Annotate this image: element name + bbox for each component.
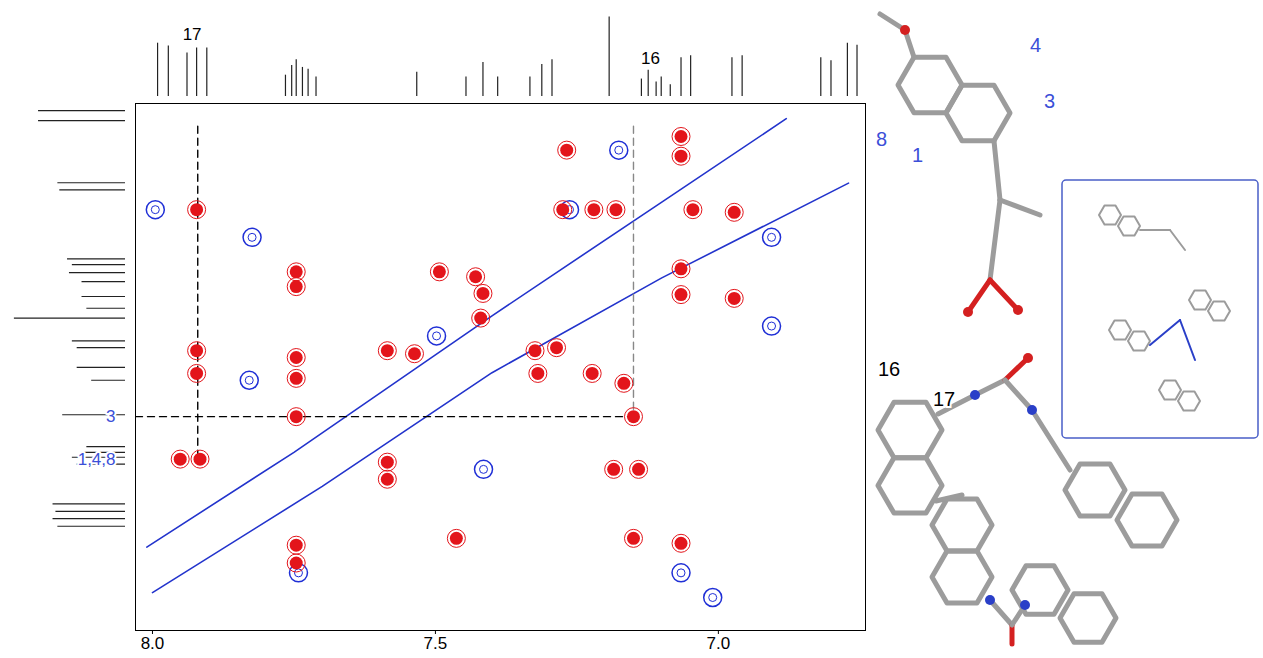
svg-text:7.5: 7.5 bbox=[424, 634, 448, 653]
svg-text:8.0: 8.0 bbox=[141, 634, 165, 653]
svg-text:16: 16 bbox=[641, 49, 660, 68]
svg-text:1: 1 bbox=[912, 144, 923, 166]
svg-text:4: 4 bbox=[1030, 34, 1041, 56]
svg-text:7.0: 7.0 bbox=[707, 634, 731, 653]
svg-text:3: 3 bbox=[106, 407, 115, 426]
svg-text:17: 17 bbox=[933, 388, 955, 410]
svg-text:1,4,8: 1,4,8 bbox=[78, 450, 116, 469]
svg-text:8: 8 bbox=[876, 128, 887, 150]
svg-text:17: 17 bbox=[183, 25, 202, 44]
svg-text:16: 16 bbox=[878, 358, 900, 380]
svg-text:3: 3 bbox=[1044, 90, 1055, 112]
